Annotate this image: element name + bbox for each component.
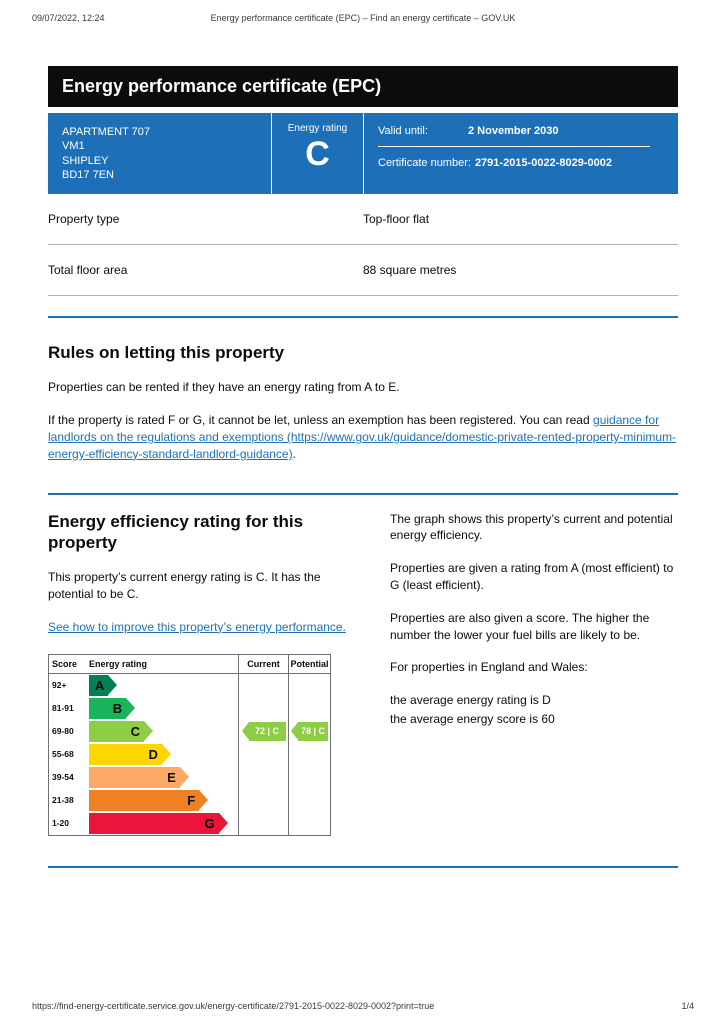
band-arrow-e: E xyxy=(89,766,189,788)
epc-band-row-b: 81-91 B xyxy=(49,696,330,720)
detail-value: Top-floor flat xyxy=(363,212,430,227)
graph-explanation-2: Properties are given a rating from A (mo… xyxy=(390,561,674,593)
graph-explanation-3: Properties are also given a score. The h… xyxy=(390,610,650,642)
average-rating-text: the average energy rating is D xyxy=(390,693,551,708)
band-arrow-c: C xyxy=(89,720,154,742)
band-score-range: 55-68 xyxy=(52,749,74,760)
certificate-summary: APARTMENT 707 VM1 SHIPLEY BD17 7EN Energ… xyxy=(48,113,678,195)
section-divider xyxy=(48,492,678,495)
explanation-column: The graph shows this property’s current … xyxy=(390,511,678,836)
address-line: BD17 7EN xyxy=(62,168,114,181)
average-score-text: the average energy score is 60 xyxy=(390,712,555,726)
column-header-energy-rating: Energy rating xyxy=(89,658,148,669)
rating-para: This property’s current energy rating is… xyxy=(48,570,321,601)
chart-rows: 92+ A 81-91 B 69-80 C 72 | C 78 | C 55-68 D 39-54 E… xyxy=(49,673,330,835)
valid-until-value: 2 November 2030 xyxy=(468,125,559,137)
epc-band-row-d: 55-68 D xyxy=(49,742,330,766)
band-arrow-d: D xyxy=(89,743,171,765)
potential-rating-marker: 78 | C xyxy=(291,721,328,741)
print-url: https://find-energy-certificate.service.… xyxy=(32,1001,435,1011)
improve-performance-link[interactable]: See how to improve this property’s energ… xyxy=(48,619,346,634)
rules-para-2: If the property is rated F or G, it cann… xyxy=(48,412,678,462)
valid-until-row: Valid until: 2 November 2030 xyxy=(378,125,650,147)
current-rating-marker: 72 | C xyxy=(241,721,286,741)
detail-label: Property type xyxy=(48,212,120,227)
section-divider xyxy=(48,316,678,319)
rules-para-2-end: . xyxy=(292,446,296,461)
landlord-guidance-link[interactable]: guidance for landlords on the regulation… xyxy=(48,413,677,461)
band-arrow-a: A xyxy=(89,674,118,696)
epc-band-row-a: 92+ A xyxy=(49,673,330,697)
address-line: APARTMENT 707 xyxy=(62,126,151,138)
rules-para-1: Properties can be rented if they have an… xyxy=(48,380,400,395)
epc-band-row-e: 39-54 E xyxy=(49,765,330,789)
band-arrow-f: F xyxy=(89,789,209,811)
print-page-number: 1/4 xyxy=(681,1001,694,1011)
address-line: VM1 xyxy=(62,140,85,153)
detail-label: Total floor area xyxy=(48,263,128,278)
band-score-range: 69-80 xyxy=(52,726,74,737)
energy-efficiency-section: Energy efficiency rating for this proper… xyxy=(48,511,678,836)
certificate-validity: Valid until: 2 November 2030 Certificate… xyxy=(364,113,678,194)
band-score-range: 21-38 xyxy=(52,795,74,806)
band-score-range: 92+ xyxy=(52,680,67,691)
certificate-page: Energy performance certificate (EPC) APA… xyxy=(48,66,678,868)
graph-explanation-1: The graph shows this property’s current … xyxy=(390,511,673,543)
print-footer: https://find-energy-certificate.service.… xyxy=(32,1001,694,1011)
section-divider xyxy=(48,865,678,868)
energy-rating-box: Energy rating C xyxy=(272,113,364,195)
improve-para: See how to improve this property’s energ… xyxy=(48,619,348,636)
band-score-range: 39-54 xyxy=(52,772,74,783)
energy-rating-value: C xyxy=(305,135,330,173)
epc-band-row-f: 21-38 F xyxy=(49,788,330,812)
print-datetime: 09/07/2022, 12:24 xyxy=(32,13,105,23)
rules-heading: Rules on letting this property xyxy=(48,343,285,363)
rating-heading: Energy efficiency rating for this proper… xyxy=(48,511,304,552)
property-details: Property type Top-floor flat Total floor… xyxy=(48,194,678,297)
valid-until-label: Valid until: xyxy=(378,125,428,137)
rules-para-2-text: If the property is rated F or G, it cann… xyxy=(48,413,590,428)
band-arrow-b: B xyxy=(89,697,136,719)
certificate-number-label: Certificate number: xyxy=(378,157,471,169)
address-line: SHIPLEY xyxy=(62,154,109,167)
band-score-range: 1-20 xyxy=(52,818,70,829)
print-page-title: Energy performance certificate (EPC) – F… xyxy=(210,13,516,23)
epc-band-row-g: 1-20 G xyxy=(49,811,330,835)
detail-value: 88 square metres xyxy=(363,263,457,278)
epc-band-row-c: 69-80 C 72 | C 78 | C xyxy=(49,719,330,743)
band-arrow-g: G xyxy=(89,812,228,834)
property-address: APARTMENT 707 VM1 SHIPLEY BD17 7EN xyxy=(48,113,272,195)
detail-row-property-type: Property type Top-floor flat xyxy=(48,194,678,246)
band-score-range: 81-91 xyxy=(52,703,74,714)
chart-header: Score Energy rating Current Potential xyxy=(49,654,330,674)
rating-column: Energy efficiency rating for this proper… xyxy=(48,511,348,836)
column-header-current: Current xyxy=(238,654,288,673)
certificate-number-value: 2791-2015-0022-8029-0002 xyxy=(474,157,612,169)
detail-row-floor-area: Total floor area 88 square metres xyxy=(48,245,678,297)
column-header-score: Score xyxy=(52,658,78,669)
print-header: 09/07/2022, 12:24 Energy performance cer… xyxy=(32,13,694,25)
energy-rating-chart: Score Energy rating Current Potential 92… xyxy=(48,653,331,836)
page-title: Energy performance certificate (EPC) xyxy=(48,66,678,107)
graph-explanation-4: For properties in England and Wales: xyxy=(390,660,588,675)
column-header-potential: Potential xyxy=(288,654,330,673)
energy-rating-label: Energy rating xyxy=(287,123,348,134)
certificate-number-row: Certificate number: 2791-2015-0022-8029-0… xyxy=(378,157,650,169)
